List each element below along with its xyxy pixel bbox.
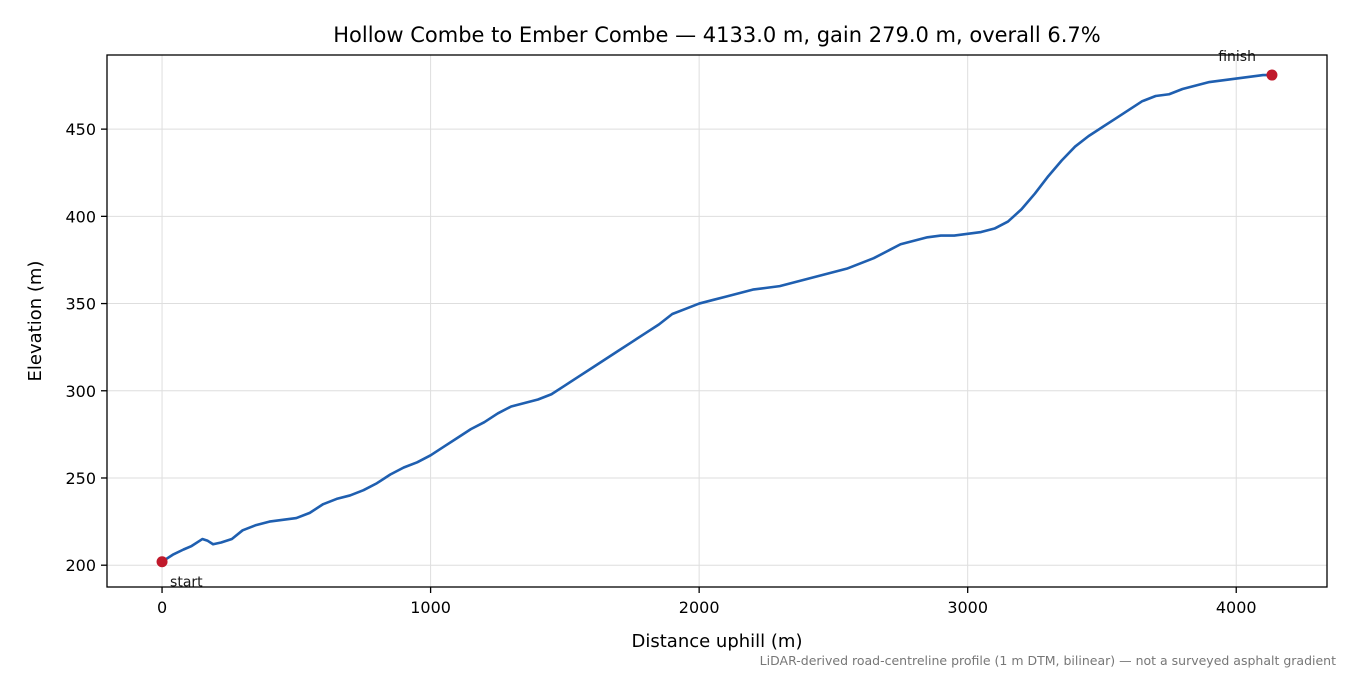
elevation-line (161, 73, 1272, 563)
y-tick-label: 400 (65, 207, 96, 226)
start-marker (156, 556, 168, 568)
footnote: LiDAR-derived road-centreline profile (1… (760, 653, 1336, 668)
finish-marker (1266, 69, 1278, 81)
y-tick-label: 450 (65, 120, 96, 139)
x-axis-label: Distance uphill (m) (632, 631, 803, 652)
axis-ticks: 0 1000 2000 3000 4000 200 250 300 350 400 450 (65, 120, 1256, 617)
x-tick-label: 0 (157, 598, 167, 617)
markers: start finish (156, 49, 1278, 591)
plot-area (161, 73, 1272, 563)
y-tick-label: 300 (65, 382, 96, 401)
y-tick-label: 200 (65, 556, 96, 575)
finish-label: finish (1218, 49, 1256, 65)
chart-title: Hollow Combe to Ember Combe — 4133.0 m, … (333, 23, 1100, 47)
y-tick-label: 250 (65, 469, 96, 488)
plot-frame (106, 54, 1328, 588)
start-label: start (170, 575, 203, 591)
x-tick-label: 4000 (1216, 598, 1257, 617)
y-tick-label: 350 (65, 295, 96, 314)
x-tick-label: 2000 (679, 598, 720, 617)
grid (107, 55, 1327, 587)
x-tick-label: 1000 (410, 598, 451, 617)
x-tick-label: 3000 (947, 598, 988, 617)
y-axis-label: Elevation (m) (25, 261, 46, 382)
